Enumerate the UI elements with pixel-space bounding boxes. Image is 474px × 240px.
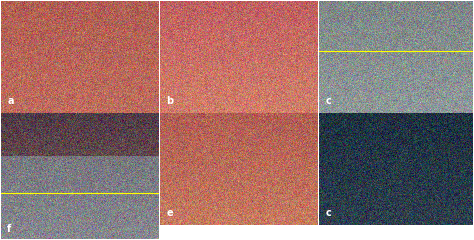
Text: f: f: [7, 224, 11, 234]
Text: a: a: [7, 96, 14, 106]
Text: d: d: [7, 208, 14, 218]
Text: c: c: [325, 96, 331, 106]
Text: e: e: [166, 208, 173, 218]
Text: c: c: [325, 208, 331, 218]
Text: b: b: [166, 96, 173, 106]
